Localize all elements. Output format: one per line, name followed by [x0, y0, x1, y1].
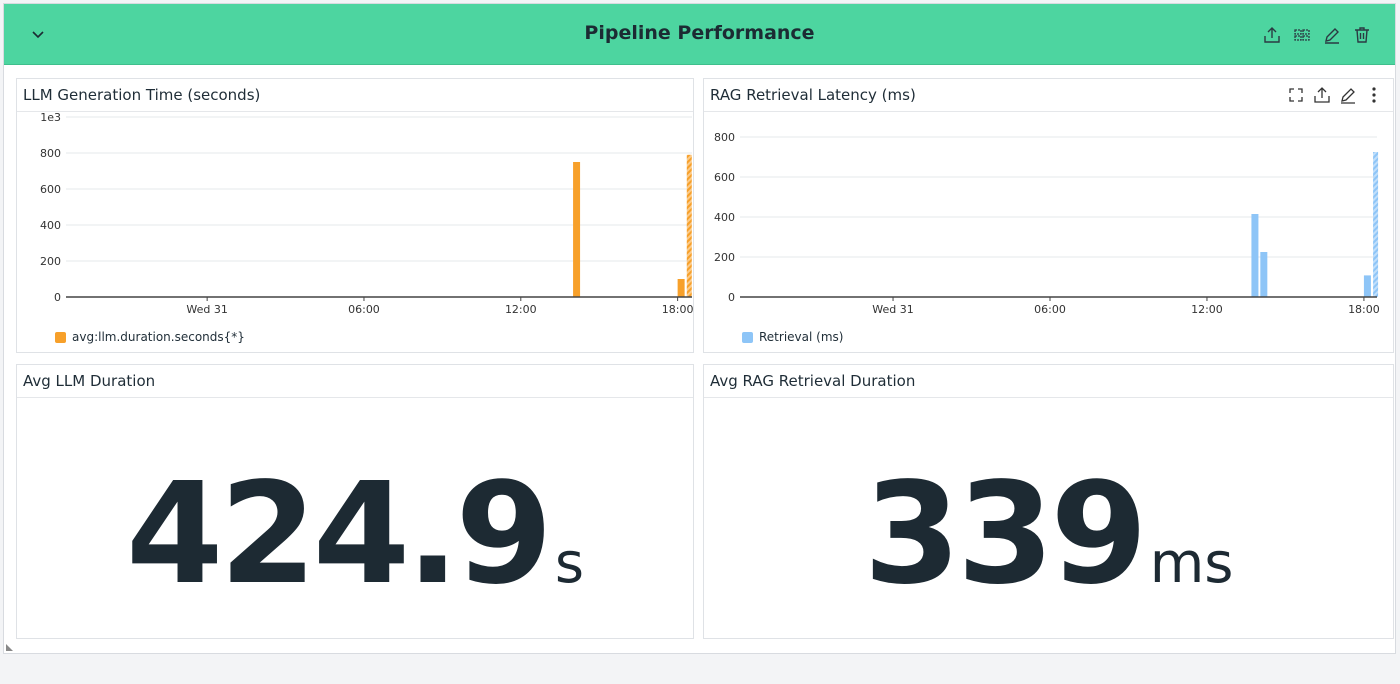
bar	[686, 154, 692, 297]
x-tick-label: 12:00	[505, 303, 537, 316]
y-tick-label: 400	[714, 211, 735, 224]
query-value: 424.9 s	[17, 415, 693, 684]
trash-icon[interactable]	[1353, 26, 1371, 44]
more-options-icon[interactable]	[1365, 86, 1383, 104]
group-title: Pipeline Performance	[584, 22, 815, 44]
bar	[1363, 275, 1371, 297]
legend-swatch	[55, 331, 66, 343]
legend-item[interactable]: Retrieval (ms)	[742, 330, 843, 344]
avg-rag-retrieval-duration-widget: Avg RAG Retrieval Duration 339 ms	[703, 364, 1394, 639]
value-number: 339	[863, 453, 1148, 616]
y-tick-label: 400	[40, 219, 61, 232]
group-header: Pipeline Performance	[4, 4, 1395, 65]
bar	[677, 279, 685, 297]
x-tick-label: 12:00	[1191, 303, 1223, 316]
y-tick-label: 600	[714, 171, 735, 184]
bar	[1260, 252, 1268, 297]
y-tick-label: 200	[40, 255, 61, 268]
y-tick-label: 0	[728, 291, 735, 304]
y-tick-label: 800	[714, 131, 735, 144]
value-unit: s	[554, 531, 585, 596]
y-tick-label: 800	[40, 147, 61, 160]
bar	[1373, 152, 1379, 297]
widget-title: RAG Retrieval Latency (ms)	[710, 86, 916, 104]
bar	[573, 162, 581, 297]
x-tick-label: 18:00	[662, 303, 694, 316]
rag-retrieval-latency-widget: RAG Retrieval Latency (ms) 0 200 400 600 800…	[703, 78, 1394, 353]
avg-llm-duration-widget: Avg LLM Duration 424.9 s	[16, 364, 694, 639]
widget-title: Avg LLM Duration	[23, 372, 156, 390]
query-value: 339 ms	[704, 415, 1393, 684]
widget-title: Avg RAG Retrieval Duration	[710, 372, 916, 390]
y-tick-label: 200	[714, 251, 735, 264]
widget-title: LLM Generation Time (seconds)	[23, 86, 261, 104]
chevron-down-icon[interactable]	[28, 24, 48, 44]
legend-label: Retrieval (ms)	[759, 330, 844, 344]
llm-generation-time-widget: LLM Generation Time (seconds) 0 200 400 600…	[16, 78, 694, 353]
bar	[1251, 214, 1259, 297]
pencil-icon[interactable]	[1339, 86, 1357, 104]
export-icon[interactable]	[1313, 86, 1331, 104]
y-scale-label: 1e3	[40, 111, 61, 124]
x-tick-label: 06:00	[1034, 303, 1066, 316]
legend-swatch	[742, 331, 753, 343]
y-tick-label: 600	[40, 183, 61, 196]
value-number: 424.9	[125, 453, 553, 616]
pencil-icon[interactable]	[1323, 26, 1341, 44]
export-icon[interactable]	[1263, 26, 1281, 44]
x-tick-label: 06:00	[348, 303, 380, 316]
layout-icon[interactable]	[1293, 26, 1311, 44]
value-unit: ms	[1149, 531, 1234, 596]
expand-icon[interactable]	[1287, 86, 1305, 104]
llm-generation-chart: 0 200 400 600 800 1e3 Wed 31 06:00 12:00 18:00	[40, 111, 694, 316]
legend-label: avg:llm.duration.seconds{*}	[72, 330, 245, 344]
y-tick-label: 0	[54, 291, 61, 304]
dashboard-group: Pipeline Performance LLM Generation Time…	[3, 3, 1396, 654]
resize-handle[interactable]	[6, 644, 13, 651]
x-tick-label: Wed 31	[872, 303, 913, 316]
x-tick-label: 18:00	[1348, 303, 1380, 316]
x-tick-label: Wed 31	[186, 303, 227, 316]
rag-retrieval-chart: 0 200 400 600 800 Wed 31 06:00 12:00 18:00	[714, 131, 1380, 316]
legend-item[interactable]: avg:llm.duration.seconds{*}	[55, 330, 245, 344]
